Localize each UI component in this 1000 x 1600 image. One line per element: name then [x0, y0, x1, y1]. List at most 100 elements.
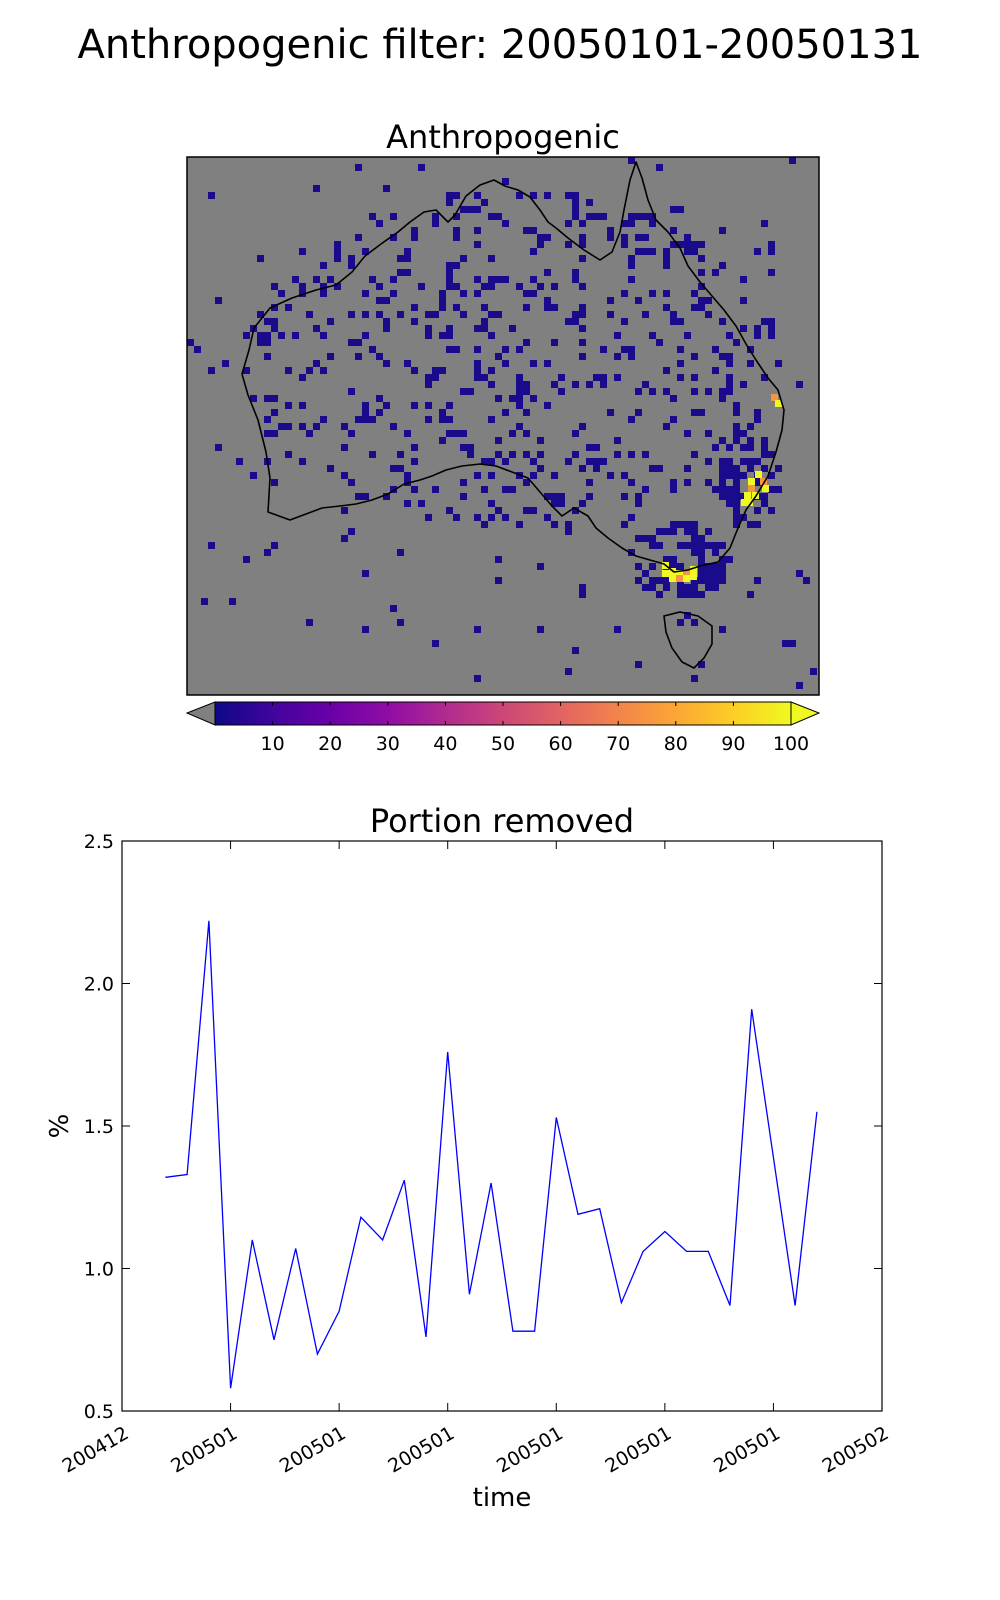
map-pixel — [404, 430, 411, 437]
map-pixel — [474, 290, 481, 297]
map-pixel — [621, 521, 628, 528]
map-pixel — [670, 521, 677, 528]
map-pixel — [558, 500, 565, 507]
map-hot-pixel — [755, 471, 762, 478]
map-pixel — [516, 192, 523, 199]
map-pixel — [719, 395, 726, 402]
map-pixel — [369, 346, 376, 353]
map-pixel — [740, 325, 747, 332]
map-pixel — [698, 661, 705, 668]
map-pixel — [488, 367, 495, 374]
map-pixel — [775, 486, 782, 493]
map-pixel — [509, 325, 516, 332]
map-pixel — [502, 276, 509, 283]
colorbar-tick-label: 90 — [721, 733, 745, 755]
map-pixel — [446, 402, 453, 409]
map-pixel — [341, 535, 348, 542]
map-pixel — [698, 409, 705, 416]
map-pixel — [635, 248, 642, 255]
map-pixel — [579, 584, 586, 591]
map-pixel — [586, 381, 593, 388]
map-pixel — [544, 304, 551, 311]
map-pixel — [348, 255, 355, 262]
map-pixel — [285, 451, 292, 458]
map-pixel — [299, 283, 306, 290]
map-pixel — [579, 465, 586, 472]
map-pixel — [397, 451, 404, 458]
map-pixel — [761, 444, 768, 451]
map-pixel — [201, 598, 208, 605]
map-pixel — [726, 332, 733, 339]
map-pixel — [803, 577, 810, 584]
map-pixel — [411, 458, 418, 465]
map-pixel — [698, 241, 705, 248]
map-pixel — [740, 430, 747, 437]
map-pixel — [369, 213, 376, 220]
map-pixel — [719, 479, 726, 486]
map-pixel — [502, 486, 509, 493]
map-pixel — [446, 199, 453, 206]
x-tick-label: 200501 — [167, 1422, 241, 1477]
map-pixel — [425, 514, 432, 521]
map-pixel — [523, 381, 530, 388]
map-pixel — [691, 248, 698, 255]
map-pixel — [754, 577, 761, 584]
map-pixel — [474, 192, 481, 199]
map-pixel — [439, 290, 446, 297]
map-pixel — [264, 318, 271, 325]
y-axis-label: % — [45, 1114, 75, 1139]
map-pixel — [719, 388, 726, 395]
map-pixel — [719, 318, 726, 325]
map-pixel — [425, 311, 432, 318]
map-pixel — [649, 220, 656, 227]
map-pixel — [614, 332, 621, 339]
map-pixel — [446, 262, 453, 269]
map-pixel — [628, 353, 635, 360]
map-pixel — [621, 318, 628, 325]
colorbar-tick-label: 50 — [491, 733, 515, 755]
map-pixel — [593, 374, 600, 381]
map-pixel — [362, 248, 369, 255]
map-pixel — [530, 458, 537, 465]
map-pixel — [439, 297, 446, 304]
map-pixel — [621, 346, 628, 353]
map-pixel — [810, 668, 817, 675]
map-pixel — [677, 521, 684, 528]
map-pixel — [530, 395, 537, 402]
map-pixel — [656, 577, 663, 584]
map-pixel — [467, 206, 474, 213]
map-pixel — [593, 444, 600, 451]
map-pixel — [551, 472, 558, 479]
map-pixel — [474, 325, 481, 332]
map-pixel — [600, 374, 607, 381]
map-pixel — [362, 416, 369, 423]
map-pixel — [397, 311, 404, 318]
map-pixel — [628, 220, 635, 227]
map-pixel — [754, 458, 761, 465]
map-pixel — [768, 318, 775, 325]
map-pixel — [271, 283, 278, 290]
map-pixel — [747, 444, 754, 451]
x-tick-label: 200501 — [276, 1422, 350, 1477]
map-pixel — [488, 458, 495, 465]
map-pixel — [439, 409, 446, 416]
map-pixel — [432, 367, 439, 374]
map-pixel — [502, 409, 509, 416]
map-pixel — [439, 332, 446, 339]
map-pixel — [488, 332, 495, 339]
colorbar-tick-label: 70 — [606, 733, 630, 755]
map-pixel — [271, 318, 278, 325]
map-pixel — [607, 234, 614, 241]
map-pixel — [663, 388, 670, 395]
map-pixel — [593, 458, 600, 465]
map-pixel — [677, 206, 684, 213]
map-pixel — [516, 402, 523, 409]
map-pixel — [369, 276, 376, 283]
map-pixel — [761, 451, 768, 458]
map-pixel — [474, 241, 481, 248]
map-pixel — [705, 297, 712, 304]
map-pixel — [712, 577, 719, 584]
map-pixel — [516, 521, 523, 528]
series-line — [165, 920, 818, 1389]
map-pixel — [684, 542, 691, 549]
